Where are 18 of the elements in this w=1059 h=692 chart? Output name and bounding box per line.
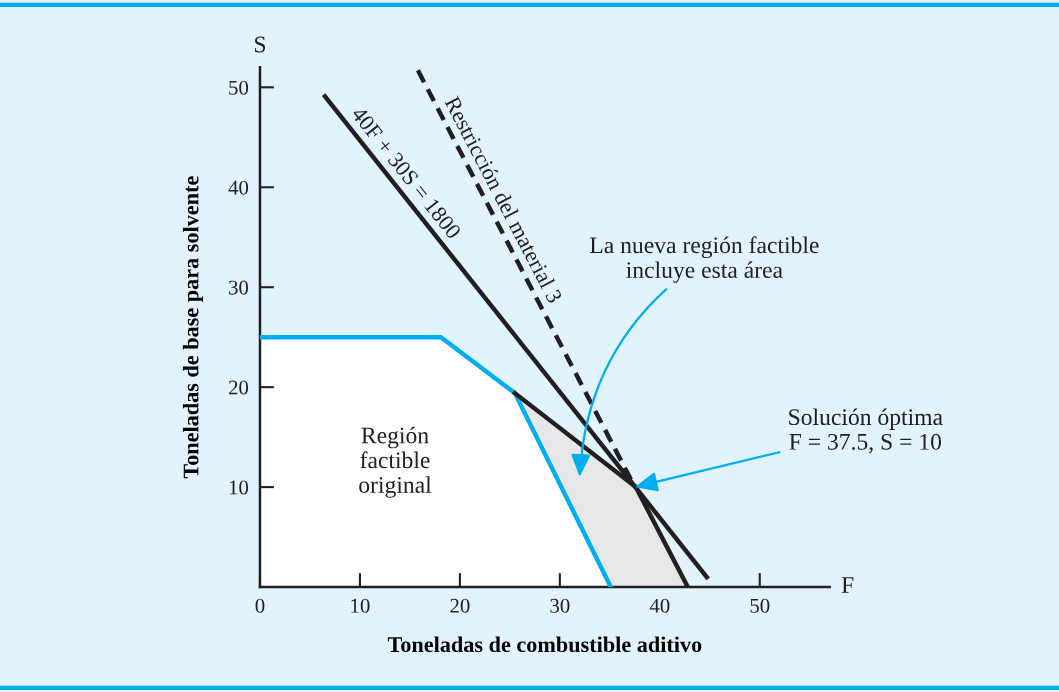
annotation: Región factible original bbox=[359, 426, 432, 498]
x-tick-label: 30 bbox=[550, 598, 570, 613]
x-tick-label: 10 bbox=[351, 598, 370, 613]
x-tick-label: 0 bbox=[255, 598, 265, 613]
y-tick-label: 40 bbox=[228, 180, 249, 195]
x-tick-label: 20 bbox=[450, 598, 470, 613]
y-tick-label: 10 bbox=[229, 480, 249, 495]
text: S bbox=[255, 36, 266, 53]
x-axis-title: Toneladas de combustible aditivo bbox=[387, 636, 702, 653]
y-axis-title: Toneladas de base para solvente bbox=[182, 176, 204, 479]
annotation: Solución óptima F = 37.5, S = 10 bbox=[789, 408, 943, 454]
y-tick-label: 30 bbox=[229, 280, 249, 295]
y-tick-label: 50 bbox=[229, 80, 249, 95]
x-tick-label: 50 bbox=[750, 598, 770, 613]
text: F bbox=[841, 577, 854, 593]
annotation: La nueva región factible incluye esta área bbox=[590, 236, 819, 283]
x-tick-label: 40 bbox=[649, 598, 670, 613]
y-tick-label: 20 bbox=[228, 380, 249, 395]
